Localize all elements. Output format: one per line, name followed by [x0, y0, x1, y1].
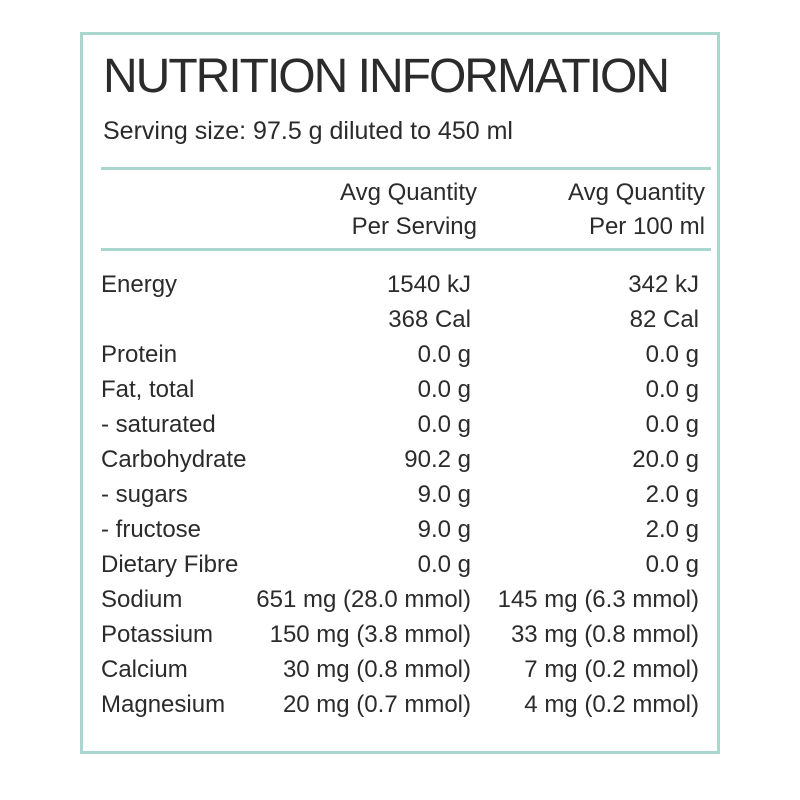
- per-serving-value: 0.0 g: [417, 376, 471, 403]
- nutrition-panel: NUTRITION INFORMATION Serving size: 97.5…: [80, 32, 720, 754]
- per-100ml-value: 33 mg (0.8 mmol): [510, 621, 699, 648]
- per-serving-value: 0.0 g: [417, 341, 471, 368]
- per-serving-value: 9.0 g: [417, 516, 471, 543]
- per-100ml-value: 7 mg (0.2 mmol): [524, 656, 699, 683]
- per-serving-value: 9.0 g: [417, 481, 471, 508]
- column-header-per-serving: Avg Quantity Per Serving: [340, 176, 477, 244]
- column-header-per-100ml: Avg Quantity Per 100 ml: [568, 176, 705, 244]
- nutrient-label: Magnesium: [101, 691, 226, 718]
- per-100ml-value: 0.0 g: [645, 411, 699, 438]
- table-row: - fructose 9.0 g 2.0 g: [101, 512, 711, 547]
- per-serving-value: 651 mg (28.0 mmol): [256, 586, 471, 613]
- nutrient-table: Energy 1540 kJ 342 kJ 368 Cal 82 Cal Pro…: [101, 267, 711, 722]
- table-row: Sodium 651 mg (28.0 mmol) 145 mg (6.3 mm…: [101, 582, 711, 617]
- table-row: Energy 1540 kJ 342 kJ: [101, 267, 711, 302]
- per-100ml-value: 2.0 g: [645, 481, 699, 508]
- column-header-line: Per 100 ml: [588, 213, 705, 240]
- table-row: Magnesium 20 mg (0.7 mmol) 4 mg (0.2 mmo…: [101, 687, 711, 722]
- per-100ml-value: 0.0 g: [645, 341, 699, 368]
- divider-top: [101, 167, 711, 170]
- table-row: Potassium 150 mg (3.8 mmol) 33 mg (0.8 m…: [101, 617, 711, 652]
- per-100ml-value: 342 kJ: [628, 271, 699, 298]
- nutrient-label: Energy: [101, 271, 178, 298]
- per-serving-value: 30 mg (0.8 mmol): [282, 656, 471, 683]
- per-100ml-value: 145 mg (6.3 mmol): [497, 586, 699, 613]
- nutrient-label: - saturated: [101, 411, 216, 438]
- table-row: Fat, total 0.0 g 0.0 g: [101, 372, 711, 407]
- nutrient-label: Carbohydrate: [101, 446, 247, 473]
- per-serving-value: 368 Cal: [388, 306, 471, 333]
- table-row: Protein 0.0 g 0.0 g: [101, 337, 711, 372]
- per-serving-value: 20 mg (0.7 mmol): [282, 691, 471, 718]
- table-row: - saturated 0.0 g 0.0 g: [101, 407, 711, 442]
- nutrient-label: Fat, total: [101, 376, 195, 403]
- per-serving-value: 1540 kJ: [386, 271, 471, 298]
- per-serving-value: 150 mg (3.8 mmol): [269, 621, 471, 648]
- per-100ml-value: 0.0 g: [645, 551, 699, 578]
- table-row: 368 Cal 82 Cal: [101, 302, 711, 337]
- table-row: - sugars 9.0 g 2.0 g: [101, 477, 711, 512]
- column-header-line: Avg Quantity: [568, 179, 705, 206]
- table-row: Carbohydrate 90.2 g 20.0 g: [101, 442, 711, 477]
- per-100ml-value: 20.0 g: [632, 446, 699, 473]
- divider-header: [101, 248, 711, 251]
- per-serving-value: 90.2 g: [404, 446, 471, 473]
- table-row: Dietary Fibre 0.0 g 0.0 g: [101, 547, 711, 582]
- serving-size: Serving size: 97.5 g diluted to 450 ml: [103, 117, 513, 145]
- per-serving-value: 0.0 g: [417, 411, 471, 438]
- nutrient-label: Calcium: [101, 656, 188, 683]
- table-row: Calcium 30 mg (0.8 mmol) 7 mg (0.2 mmol): [101, 652, 711, 687]
- nutrient-label: Sodium: [101, 586, 183, 613]
- per-100ml-value: 4 mg (0.2 mmol): [524, 691, 699, 718]
- nutrient-label: Potassium: [101, 621, 214, 648]
- nutrient-label: Protein: [101, 341, 178, 368]
- panel-title: NUTRITION INFORMATION: [103, 50, 670, 103]
- column-header-line: Avg Quantity: [340, 179, 477, 206]
- nutrient-label: - sugars: [101, 481, 188, 508]
- nutrient-label: Dietary Fibre: [101, 551, 239, 578]
- per-100ml-value: 0.0 g: [645, 376, 699, 403]
- per-100ml-value: 2.0 g: [645, 516, 699, 543]
- nutrient-label: - fructose: [101, 516, 202, 543]
- per-serving-value: 0.0 g: [417, 551, 471, 578]
- per-100ml-value: 82 Cal: [629, 306, 699, 333]
- column-header-line: Per Serving: [351, 213, 477, 240]
